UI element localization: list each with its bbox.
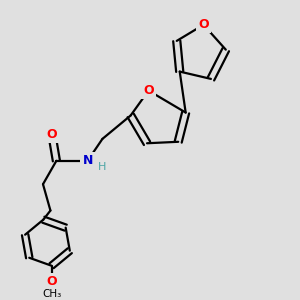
Text: O: O [46,275,57,288]
Text: O: O [143,84,154,97]
Text: O: O [198,18,209,31]
Text: CH₃: CH₃ [42,289,61,298]
Text: O: O [46,128,57,141]
Text: H: H [98,162,106,172]
Text: N: N [82,154,93,167]
